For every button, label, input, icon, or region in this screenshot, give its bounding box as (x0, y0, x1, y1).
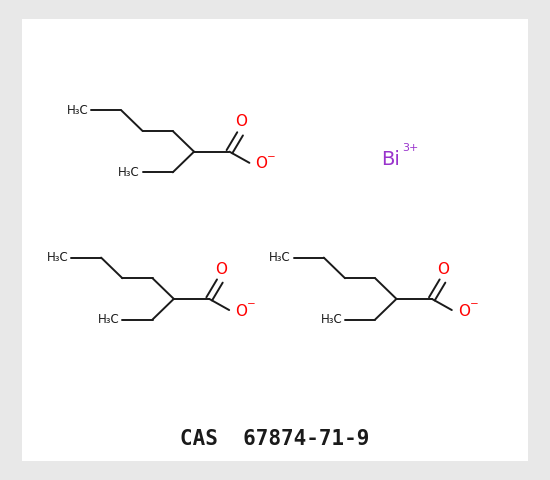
Text: O: O (458, 303, 470, 319)
Text: O: O (437, 262, 449, 276)
Text: H₃C: H₃C (67, 104, 89, 117)
Text: −: − (247, 299, 256, 309)
Text: −: − (267, 152, 276, 162)
Text: H₃C: H₃C (98, 313, 120, 326)
Text: O: O (255, 156, 267, 171)
Text: O: O (235, 114, 247, 130)
Text: H₃C: H₃C (270, 251, 291, 264)
FancyBboxPatch shape (17, 14, 533, 466)
Text: −: − (470, 299, 478, 309)
Text: O: O (235, 303, 248, 319)
Text: H₃C: H₃C (47, 251, 69, 264)
Text: O: O (215, 262, 227, 276)
Text: H₃C: H₃C (118, 166, 140, 179)
Text: CAS  67874-71-9: CAS 67874-71-9 (180, 429, 370, 449)
Text: Bi: Bi (381, 150, 400, 168)
Text: H₃C: H₃C (321, 313, 343, 326)
Text: 3+: 3+ (403, 143, 419, 153)
